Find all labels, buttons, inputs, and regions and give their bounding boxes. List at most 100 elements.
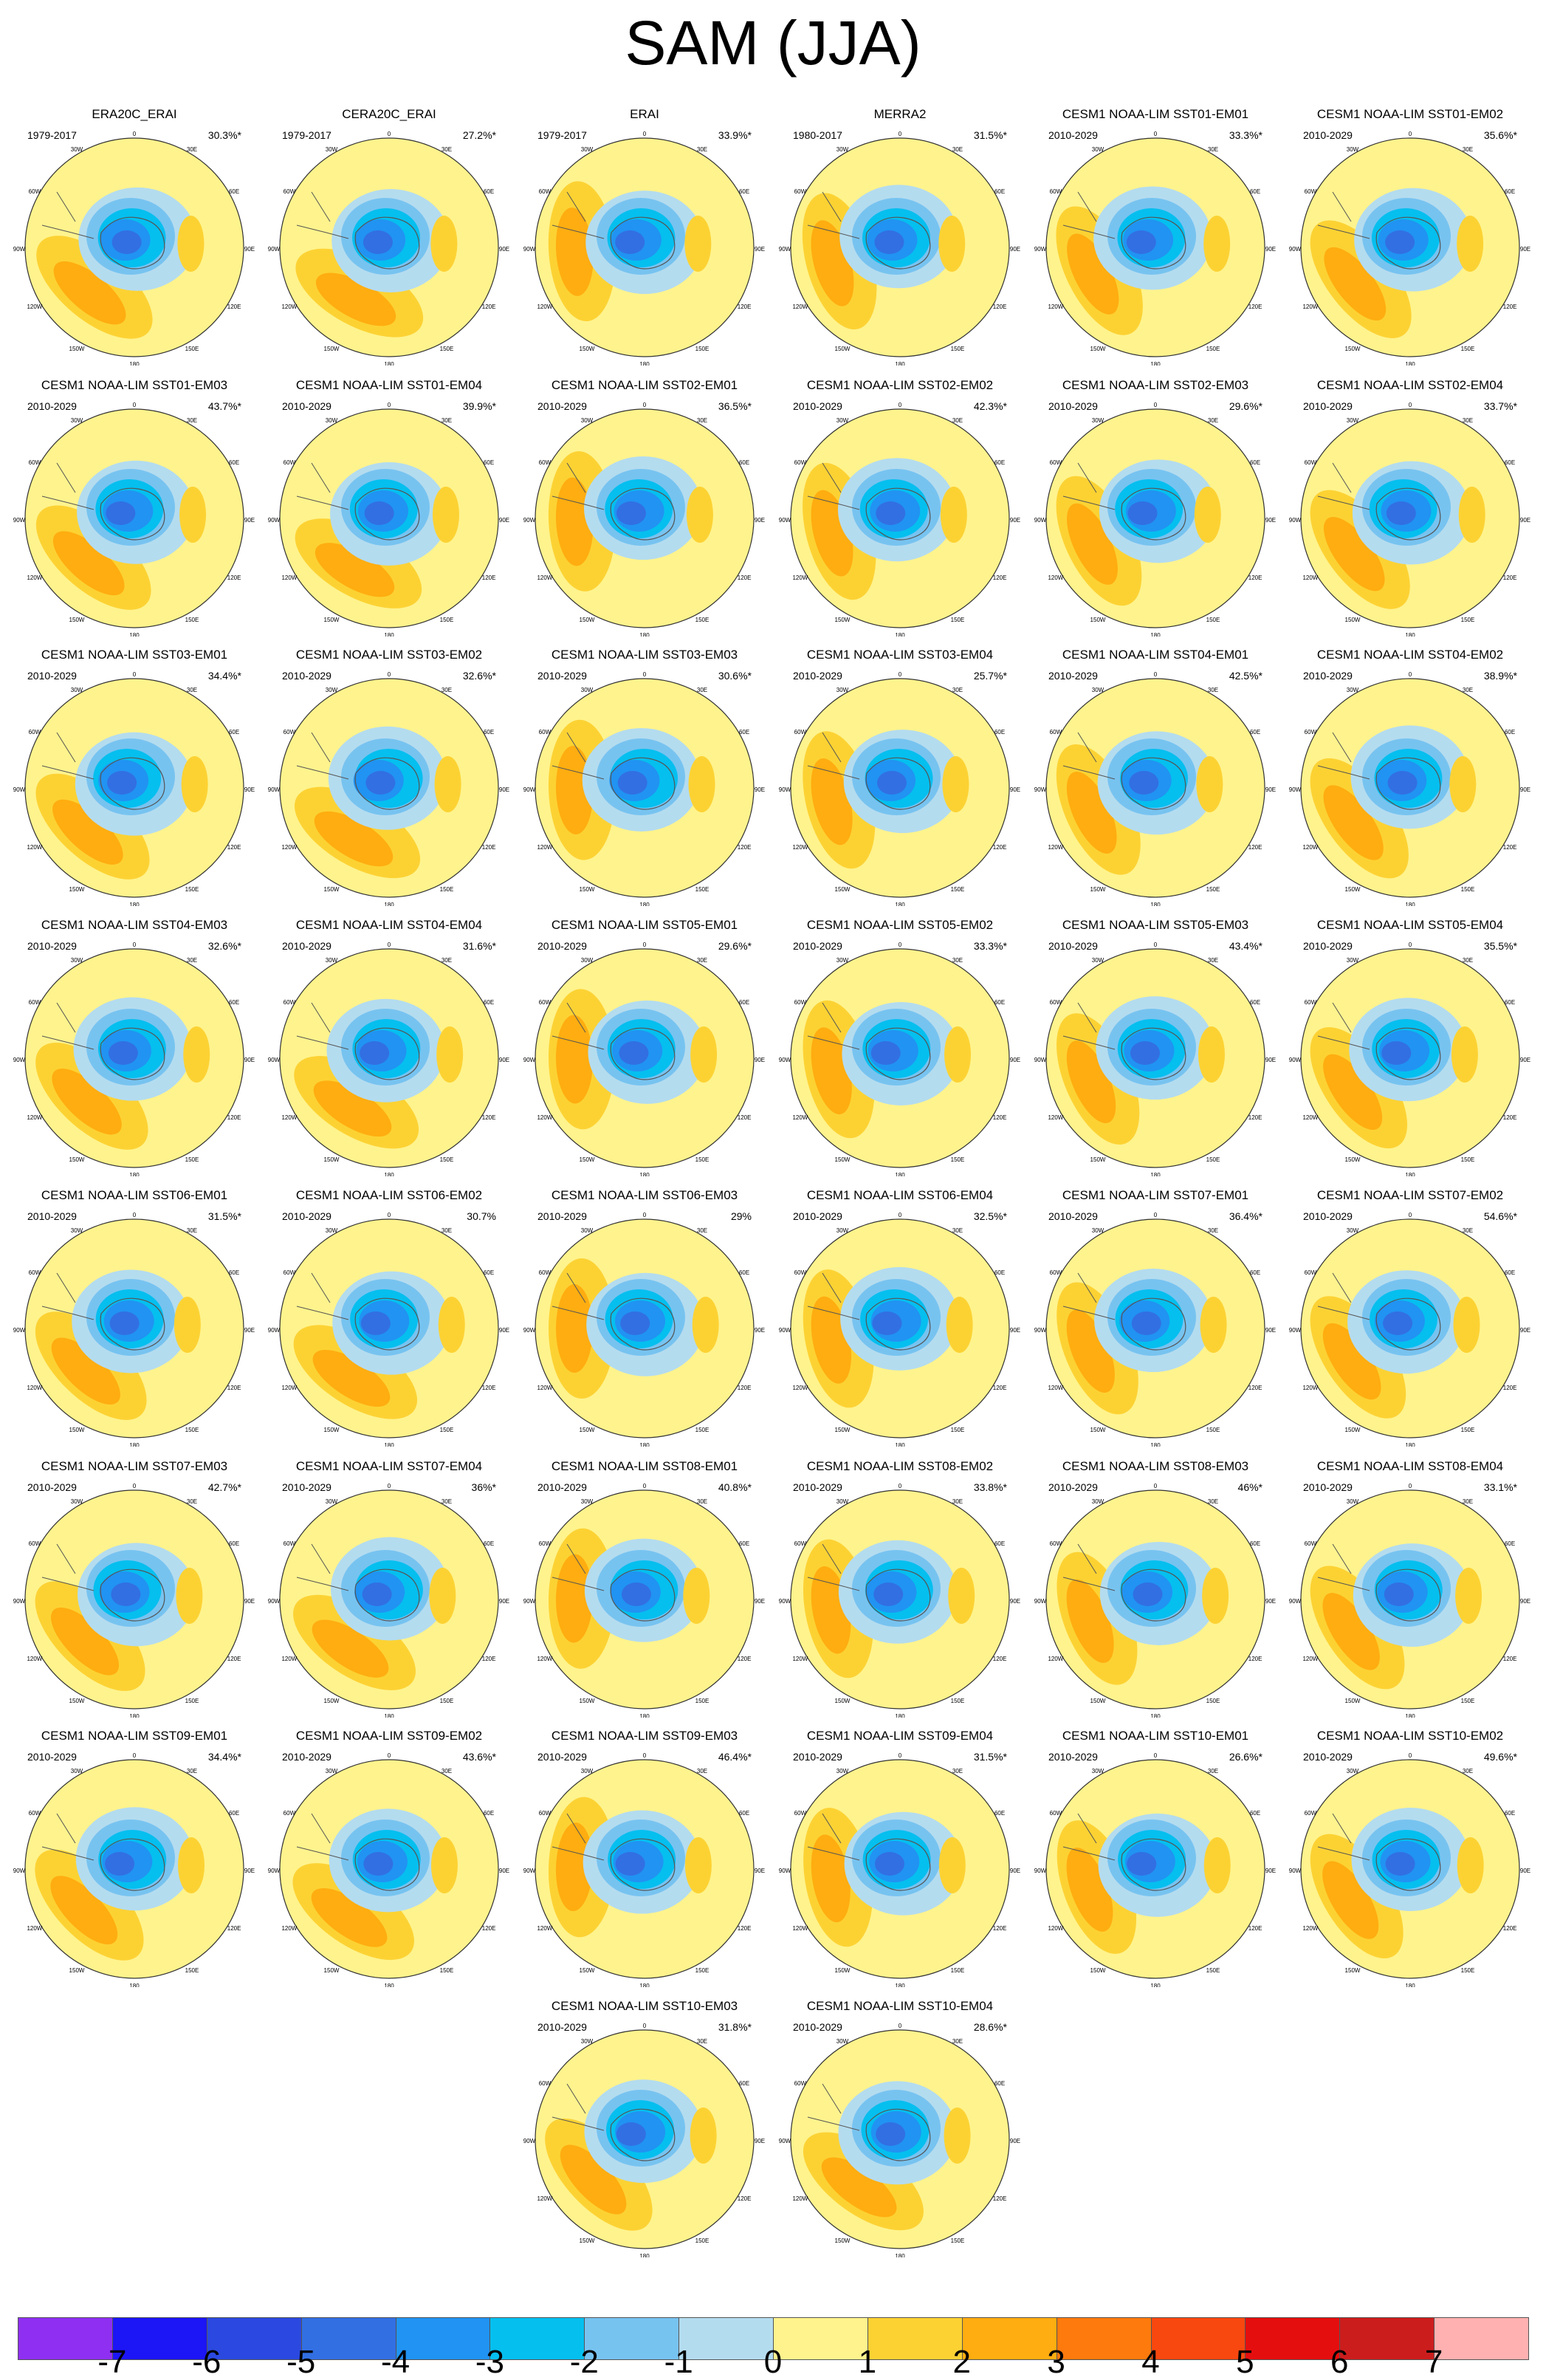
longitude-label: 60E	[484, 999, 494, 1006]
longitude-label: 0	[899, 1212, 902, 1218]
panel-variance: 29%	[730, 1210, 752, 1222]
map-panel: CESM1 NOAA-LIM SST06-EM03 2010-2029 29% 0 30…	[523, 1188, 766, 1447]
panel-variance: 54.6%*	[1483, 1210, 1517, 1222]
longitude-label: 90W	[13, 786, 26, 793]
longitude-label: 90E	[499, 1057, 509, 1063]
longitude-label: 90E	[499, 786, 509, 793]
map-panel: CESM1 NOAA-LIM SST03-EM02 2010-2029 32.6%*…	[267, 648, 511, 906]
longitude-label: 90E	[244, 1868, 255, 1874]
longitude-label: 30W	[1092, 1227, 1104, 1234]
longitude-label: 30W	[1092, 417, 1104, 424]
panel-variance: 43.6%*	[462, 1751, 496, 1763]
panel-variance: 38.9%*	[1483, 670, 1517, 682]
longitude-label: 30E	[1208, 1498, 1218, 1505]
longitude-label: 60W	[1305, 729, 1317, 735]
polar-map: 0 30E 60E 90E 120E 150E 180 150W 120W 90W 60W 30W	[268, 942, 509, 1176]
map-panel: CESM1 NOAA-LIM SST08-EM03 2010-2029 46%* 0 3…	[1034, 1459, 1277, 1718]
longitude-label: 30W	[326, 1498, 338, 1505]
longitude-label: 30W	[836, 957, 849, 964]
longitude-label: 60W	[29, 1269, 41, 1276]
longitude-label: 30W	[581, 1768, 594, 1774]
panel-period: 2010-2029	[1048, 940, 1098, 952]
antarctica-coastline	[610, 1838, 676, 1891]
panel-period: 2010-2029	[282, 940, 331, 952]
longitude-label: 30E	[1463, 146, 1473, 153]
polar-map: 0 30E 60E 90E 120E 150E 180 150W 120W 90W 60W 30W	[1034, 942, 1276, 1176]
longitude-label: 120W	[27, 1925, 42, 1932]
panel-variance: 34.4%*	[207, 1751, 241, 1763]
panel-variance: 42.7%*	[207, 1481, 241, 1493]
map-panel: CESM1 NOAA-LIM SST08-EM04 2010-2029 33.1%*…	[1288, 1459, 1532, 1718]
longitude-label: 150E	[185, 617, 199, 623]
panel-title: CESM1 NOAA-LIM SST06-EM04	[806, 1188, 994, 1202]
longitude-label: 150E	[440, 617, 454, 623]
longitude-label: 90W	[523, 1057, 536, 1063]
longitude-label: 120W	[27, 303, 42, 310]
field-contour	[948, 1568, 975, 1624]
map-panel: CESM1 NOAA-LIM SST07-EM01 2010-2029 36.4%*…	[1034, 1188, 1277, 1447]
longitude-label: 150E	[1206, 1427, 1220, 1433]
longitude-label: 0	[388, 402, 391, 408]
south-america-coastline	[1062, 1813, 1116, 1861]
longitude-label: 90E	[1265, 1868, 1276, 1874]
antarctica-coastline	[1375, 1838, 1441, 1891]
longitude-label: 60E	[1250, 729, 1260, 735]
field-contour	[312, 1619, 389, 1678]
south-america-coastline	[552, 1543, 605, 1591]
longitude-label: 60E	[229, 1269, 239, 1276]
panel-variance: 49.6%*	[1483, 1751, 1517, 1763]
longitude-label: 120W	[281, 303, 297, 310]
longitude-label: 90W	[268, 786, 281, 793]
panel-variance: 31.5%*	[973, 1751, 1007, 1763]
longitude-label: 60W	[539, 1810, 552, 1817]
map-border	[1300, 137, 1520, 357]
south-america-coastline	[296, 462, 349, 510]
longitude-label: 90E	[755, 246, 765, 253]
longitude-label: 0	[643, 942, 647, 948]
map-border	[24, 1759, 244, 1979]
longitude-label: 30W	[836, 1227, 849, 1234]
map-border	[790, 1489, 1010, 1709]
longitude-label: 180	[639, 1442, 650, 1447]
longitude-label: 150E	[695, 1427, 710, 1433]
longitude-label: 60E	[229, 459, 239, 466]
colorbar-label: 7	[1424, 2344, 1443, 2380]
longitude-label: 120E	[1248, 1114, 1262, 1121]
south-america-coastline	[296, 1813, 349, 1861]
map-panel: CESM1 NOAA-LIM SST04-EM01 2010-2029 42.5%*…	[1034, 648, 1277, 906]
polar-map: 0 30E 60E 90E 120E 150E 180 150W 120W 90W 60W 30W	[13, 1212, 255, 1447]
panel-period: 2010-2029	[1303, 1751, 1353, 1763]
longitude-label: 150E	[951, 1698, 965, 1704]
field-contour	[876, 771, 907, 795]
map-panel: CESM1 NOAA-LIM SST09-EM01 2010-2029 34.4%*…	[13, 1729, 256, 1987]
panel-variance: 36.5%*	[718, 400, 752, 412]
panel-variance: 29.6%*	[1229, 400, 1262, 412]
longitude-label: 60E	[484, 1269, 494, 1276]
panel-period: 2010-2029	[282, 1210, 331, 1222]
longitude-label: 120W	[1048, 844, 1063, 851]
field-contour	[1127, 501, 1158, 525]
antarctica-coastline	[610, 1568, 676, 1622]
panel-variance: 32.6%*	[207, 940, 241, 952]
longitude-label: 120E	[227, 303, 241, 310]
map-panel: CESM1 NOAA-LIM SST10-EM01 2010-2029 26.6%*…	[1034, 1729, 1277, 1987]
longitude-label: 150E	[185, 1698, 199, 1704]
panel-period: 2010-2029	[793, 2021, 842, 2033]
polar-map: 0 30E 60E 90E 120E 150E 180 150W 120W 90W 60W 30W	[1289, 402, 1530, 637]
south-america-coastline	[807, 1002, 860, 1050]
antarctica-coastline	[1375, 1027, 1441, 1080]
south-america-coastline	[1317, 1002, 1370, 1050]
panel-title: CESM1 NOAA-LIM SST09-EM02	[295, 1729, 483, 1743]
south-america-coastline	[1062, 1272, 1116, 1320]
longitude-label: 120E	[482, 303, 496, 310]
antarctica-coastline	[354, 1838, 420, 1891]
field-contour	[1203, 1837, 1231, 1893]
panel-title: CESM1 NOAA-LIM SST03-EM01	[41, 648, 228, 662]
longitude-label: 150W	[324, 617, 340, 623]
longitude-label: 30E	[442, 1227, 452, 1234]
panel-variance: 31.5%*	[207, 1210, 241, 1222]
colorbar-label: 1	[858, 2344, 877, 2380]
longitude-label: 150E	[951, 1967, 965, 1974]
south-america-coastline	[552, 732, 605, 780]
map-border	[790, 408, 1010, 628]
